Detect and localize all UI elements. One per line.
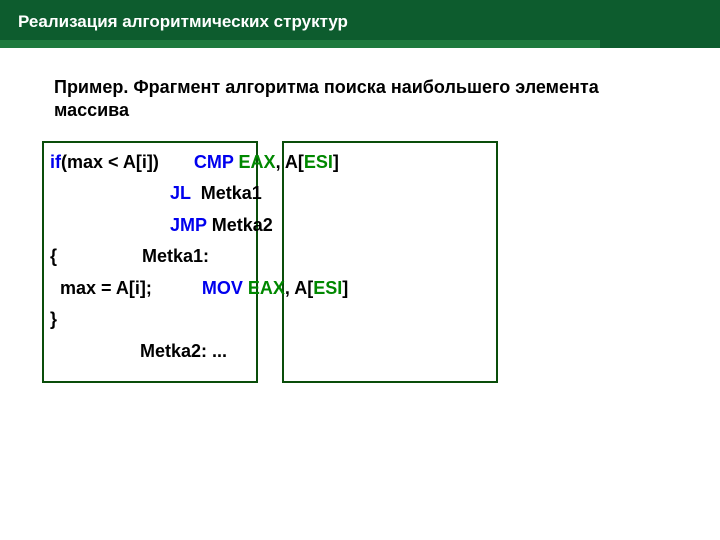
example-subtitle: Пример. Фрагмент алгоритма поиска наибол… <box>54 76 676 123</box>
instr-jmp: JMP <box>170 215 212 235</box>
slide-header: Реализация алгоритмических структур <box>0 0 720 48</box>
l3-pad <box>50 215 170 235</box>
l5-t2: ] <box>342 278 348 298</box>
l1-rest: (max < A[i]) <box>61 152 194 172</box>
l7: Metka2: ... <box>50 341 227 361</box>
kw-if: if <box>50 152 61 172</box>
l2-rest: Metka1 <box>201 183 262 203</box>
l3-rest: Metka2 <box>212 215 273 235</box>
l2-pad <box>50 183 170 203</box>
l1-t2: ] <box>333 152 339 172</box>
slide-title: Реализация алгоритмических структур <box>18 12 348 31</box>
l6: } <box>50 309 67 329</box>
l4: { Metka1: <box>50 246 214 266</box>
code-content: if(max < A[i]) CMP EAX, A[ESI] JL Metka1… <box>50 147 510 368</box>
l1-t1: , A[ <box>276 152 304 172</box>
code-columns: if(max < A[i]) CMP EAX, A[ESI] JL Metka1… <box>42 141 720 401</box>
reg-esi-2: ESI <box>313 278 342 298</box>
l5-pre: max = A[i]; <box>50 278 202 298</box>
reg-eax-1: EAX <box>239 152 276 172</box>
reg-eax-2: EAX <box>248 278 285 298</box>
l5-t1: , A[ <box>285 278 313 298</box>
reg-esi-1: ESI <box>304 152 333 172</box>
instr-cmp: CMP <box>194 152 239 172</box>
instr-jl: JL <box>170 183 201 203</box>
instr-mov: MOV <box>202 278 248 298</box>
